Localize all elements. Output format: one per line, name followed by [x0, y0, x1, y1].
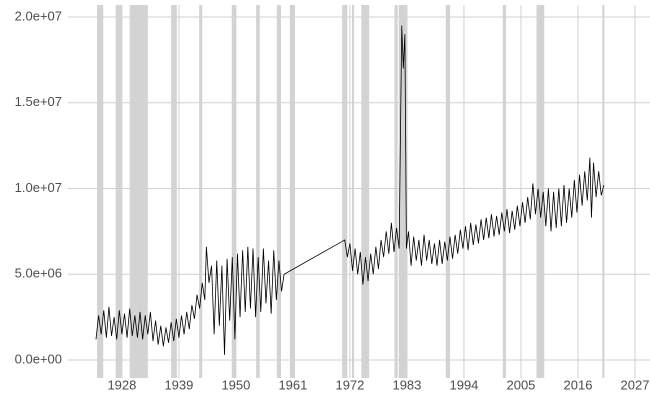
- recession-band: [129, 5, 148, 378]
- recession-band: [115, 5, 122, 378]
- x-tick-label: 1983: [392, 377, 421, 392]
- x-tick-label: 1994: [449, 377, 478, 392]
- recession-band: [256, 5, 260, 378]
- y-tick-label: 1.5e+07: [15, 94, 62, 109]
- x-tick-label: 2005: [506, 377, 535, 392]
- recession-band: [394, 5, 398, 378]
- x-tick-label: 1950: [221, 377, 250, 392]
- recession-band: [536, 5, 545, 378]
- x-tick-label: 2027: [621, 377, 650, 392]
- y-tick-label: 0.0e+00: [15, 351, 62, 366]
- recession-band: [276, 5, 282, 378]
- recession-band: [352, 5, 355, 378]
- recession-band: [231, 5, 236, 378]
- recession-band: [602, 5, 605, 378]
- y-tick-label: 2.0e+07: [15, 8, 62, 23]
- y-tick-label: 1.0e+07: [15, 180, 62, 195]
- recession-band: [289, 5, 295, 378]
- recession-band: [342, 5, 348, 378]
- y-tick-label: 5.0e+06: [15, 266, 62, 281]
- x-tick-label: 2016: [564, 377, 593, 392]
- x-tick-label: 1961: [278, 377, 307, 392]
- recession-band: [97, 5, 104, 378]
- recession-band: [171, 5, 177, 378]
- recession-band: [361, 5, 370, 378]
- recession-band: [398, 5, 407, 378]
- series-line: [95, 25, 605, 355]
- x-tick-label: 1939: [164, 377, 193, 392]
- recession-band: [445, 5, 450, 378]
- recession-band: [502, 5, 506, 378]
- x-tick-label: 1972: [335, 377, 364, 392]
- x-tick-label: 1928: [107, 377, 136, 392]
- recession-band: [199, 5, 203, 378]
